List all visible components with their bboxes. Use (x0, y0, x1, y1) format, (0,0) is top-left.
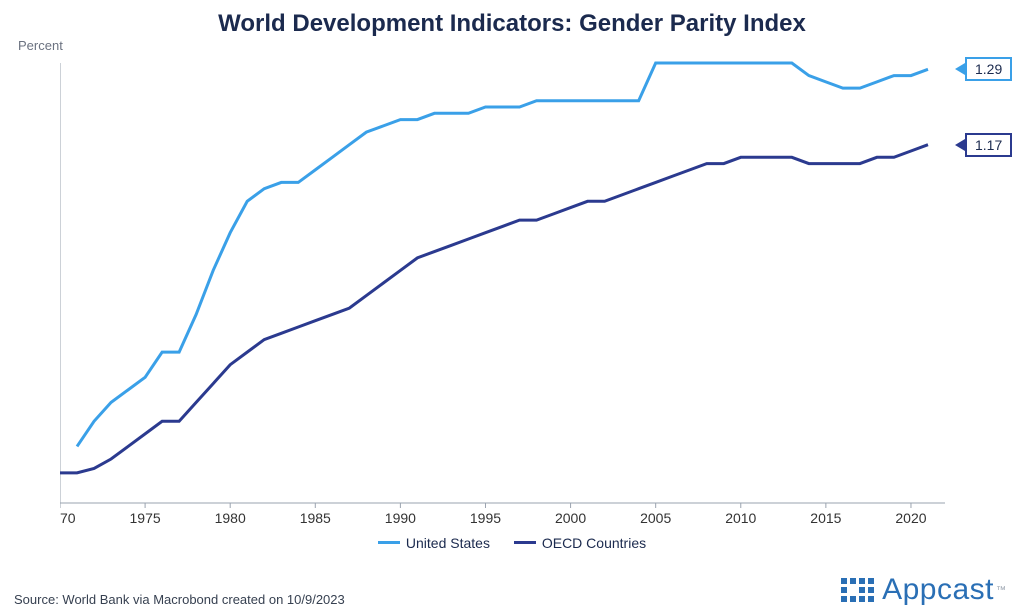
callout-oecd: 1.17 (965, 133, 1012, 157)
svg-text:1980: 1980 (215, 510, 246, 525)
legend-swatch-us (378, 541, 400, 544)
chart-svg: 0.60.70.80.91.01.11.21.31970197519801985… (60, 55, 945, 525)
source-text: Source: World Bank via Macrobond created… (14, 592, 345, 607)
svg-text:1970: 1970 (60, 510, 76, 525)
svg-text:2005: 2005 (640, 510, 671, 525)
logo-text: Appcast (882, 573, 994, 607)
chart-area: 0.60.70.80.91.01.11.21.31970197519801985… (60, 55, 945, 525)
svg-text:1985: 1985 (300, 510, 331, 525)
legend-item-oecd: OECD Countries (514, 535, 646, 551)
callout-us: 1.29 (965, 57, 1012, 81)
logo-tm: ™ (996, 585, 1006, 596)
callout-arrow-us (955, 63, 965, 75)
legend-label-us: United States (406, 535, 490, 551)
callout-arrow-oecd (955, 139, 965, 151)
logo-grid-icon (841, 578, 874, 602)
y-axis-label: Percent (18, 38, 63, 53)
legend-item-us: United States (378, 535, 490, 551)
svg-text:1995: 1995 (470, 510, 501, 525)
svg-text:2000: 2000 (555, 510, 586, 525)
svg-text:2010: 2010 (725, 510, 756, 525)
svg-text:1990: 1990 (385, 510, 416, 525)
legend-swatch-oecd (514, 541, 536, 544)
svg-text:2020: 2020 (895, 510, 926, 525)
svg-text:2015: 2015 (810, 510, 841, 525)
legend-label-oecd: OECD Countries (542, 535, 646, 551)
chart-title: World Development Indicators: Gender Par… (0, 0, 1024, 38)
appcast-logo: Appcast ™ (841, 573, 1006, 607)
svg-text:1975: 1975 (130, 510, 161, 525)
legend: United States OECD Countries (0, 531, 1024, 551)
